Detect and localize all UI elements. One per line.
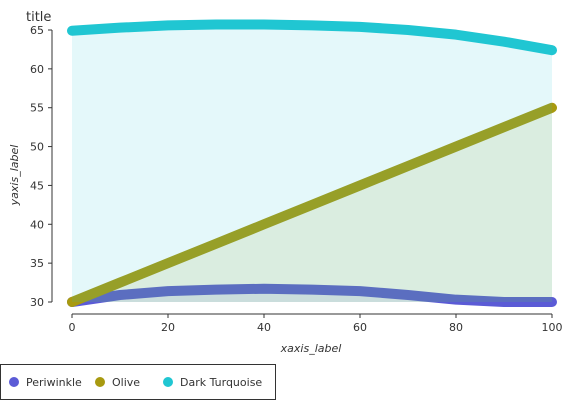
chart-title: title — [26, 10, 51, 25]
x-tick-label: 60 — [353, 321, 367, 334]
x-tick-label: 80 — [449, 321, 463, 334]
legend-label: Olive — [112, 376, 140, 389]
legend-label: Periwinkle — [26, 376, 82, 389]
legend-swatch — [9, 377, 19, 387]
series-line-dark-turquoise — [67, 19, 557, 56]
legend-swatch — [163, 377, 173, 387]
legend-swatch — [95, 377, 105, 387]
legend: Periwinkle Olive Dark Turquoise — [0, 364, 276, 400]
series-line-olive — [67, 102, 557, 307]
legend-box — [0, 364, 276, 400]
y-tick-label: 40 — [30, 218, 44, 231]
y-tick-label: 35 — [30, 257, 44, 270]
y-tick-label: 45 — [30, 179, 44, 192]
y-tick-label: 30 — [30, 296, 44, 309]
y-tick-label: 55 — [30, 102, 44, 115]
y-axis: 30 35 40 45 50 55 60 65 — [30, 24, 53, 309]
series-layer — [67, 19, 557, 307]
x-tick-label: 40 — [257, 321, 271, 334]
x-tick-label: 100 — [542, 321, 563, 334]
x-axis: 0 20 40 60 80 100 — [69, 313, 563, 334]
series-line-periwinkle — [67, 283, 557, 307]
y-tick-label: 50 — [30, 141, 44, 154]
x-tick-label: 20 — [161, 321, 175, 334]
y-tick-label: 65 — [30, 24, 44, 37]
series-area-dark-turquoise — [72, 24, 552, 303]
legend-label: Dark Turquoise — [180, 376, 262, 389]
y-axis-label: yaxis_label — [8, 145, 21, 207]
y-tick-label: 60 — [30, 63, 44, 76]
x-axis-label: xaxis_label — [280, 342, 342, 355]
x-tick-label: 0 — [69, 321, 76, 334]
